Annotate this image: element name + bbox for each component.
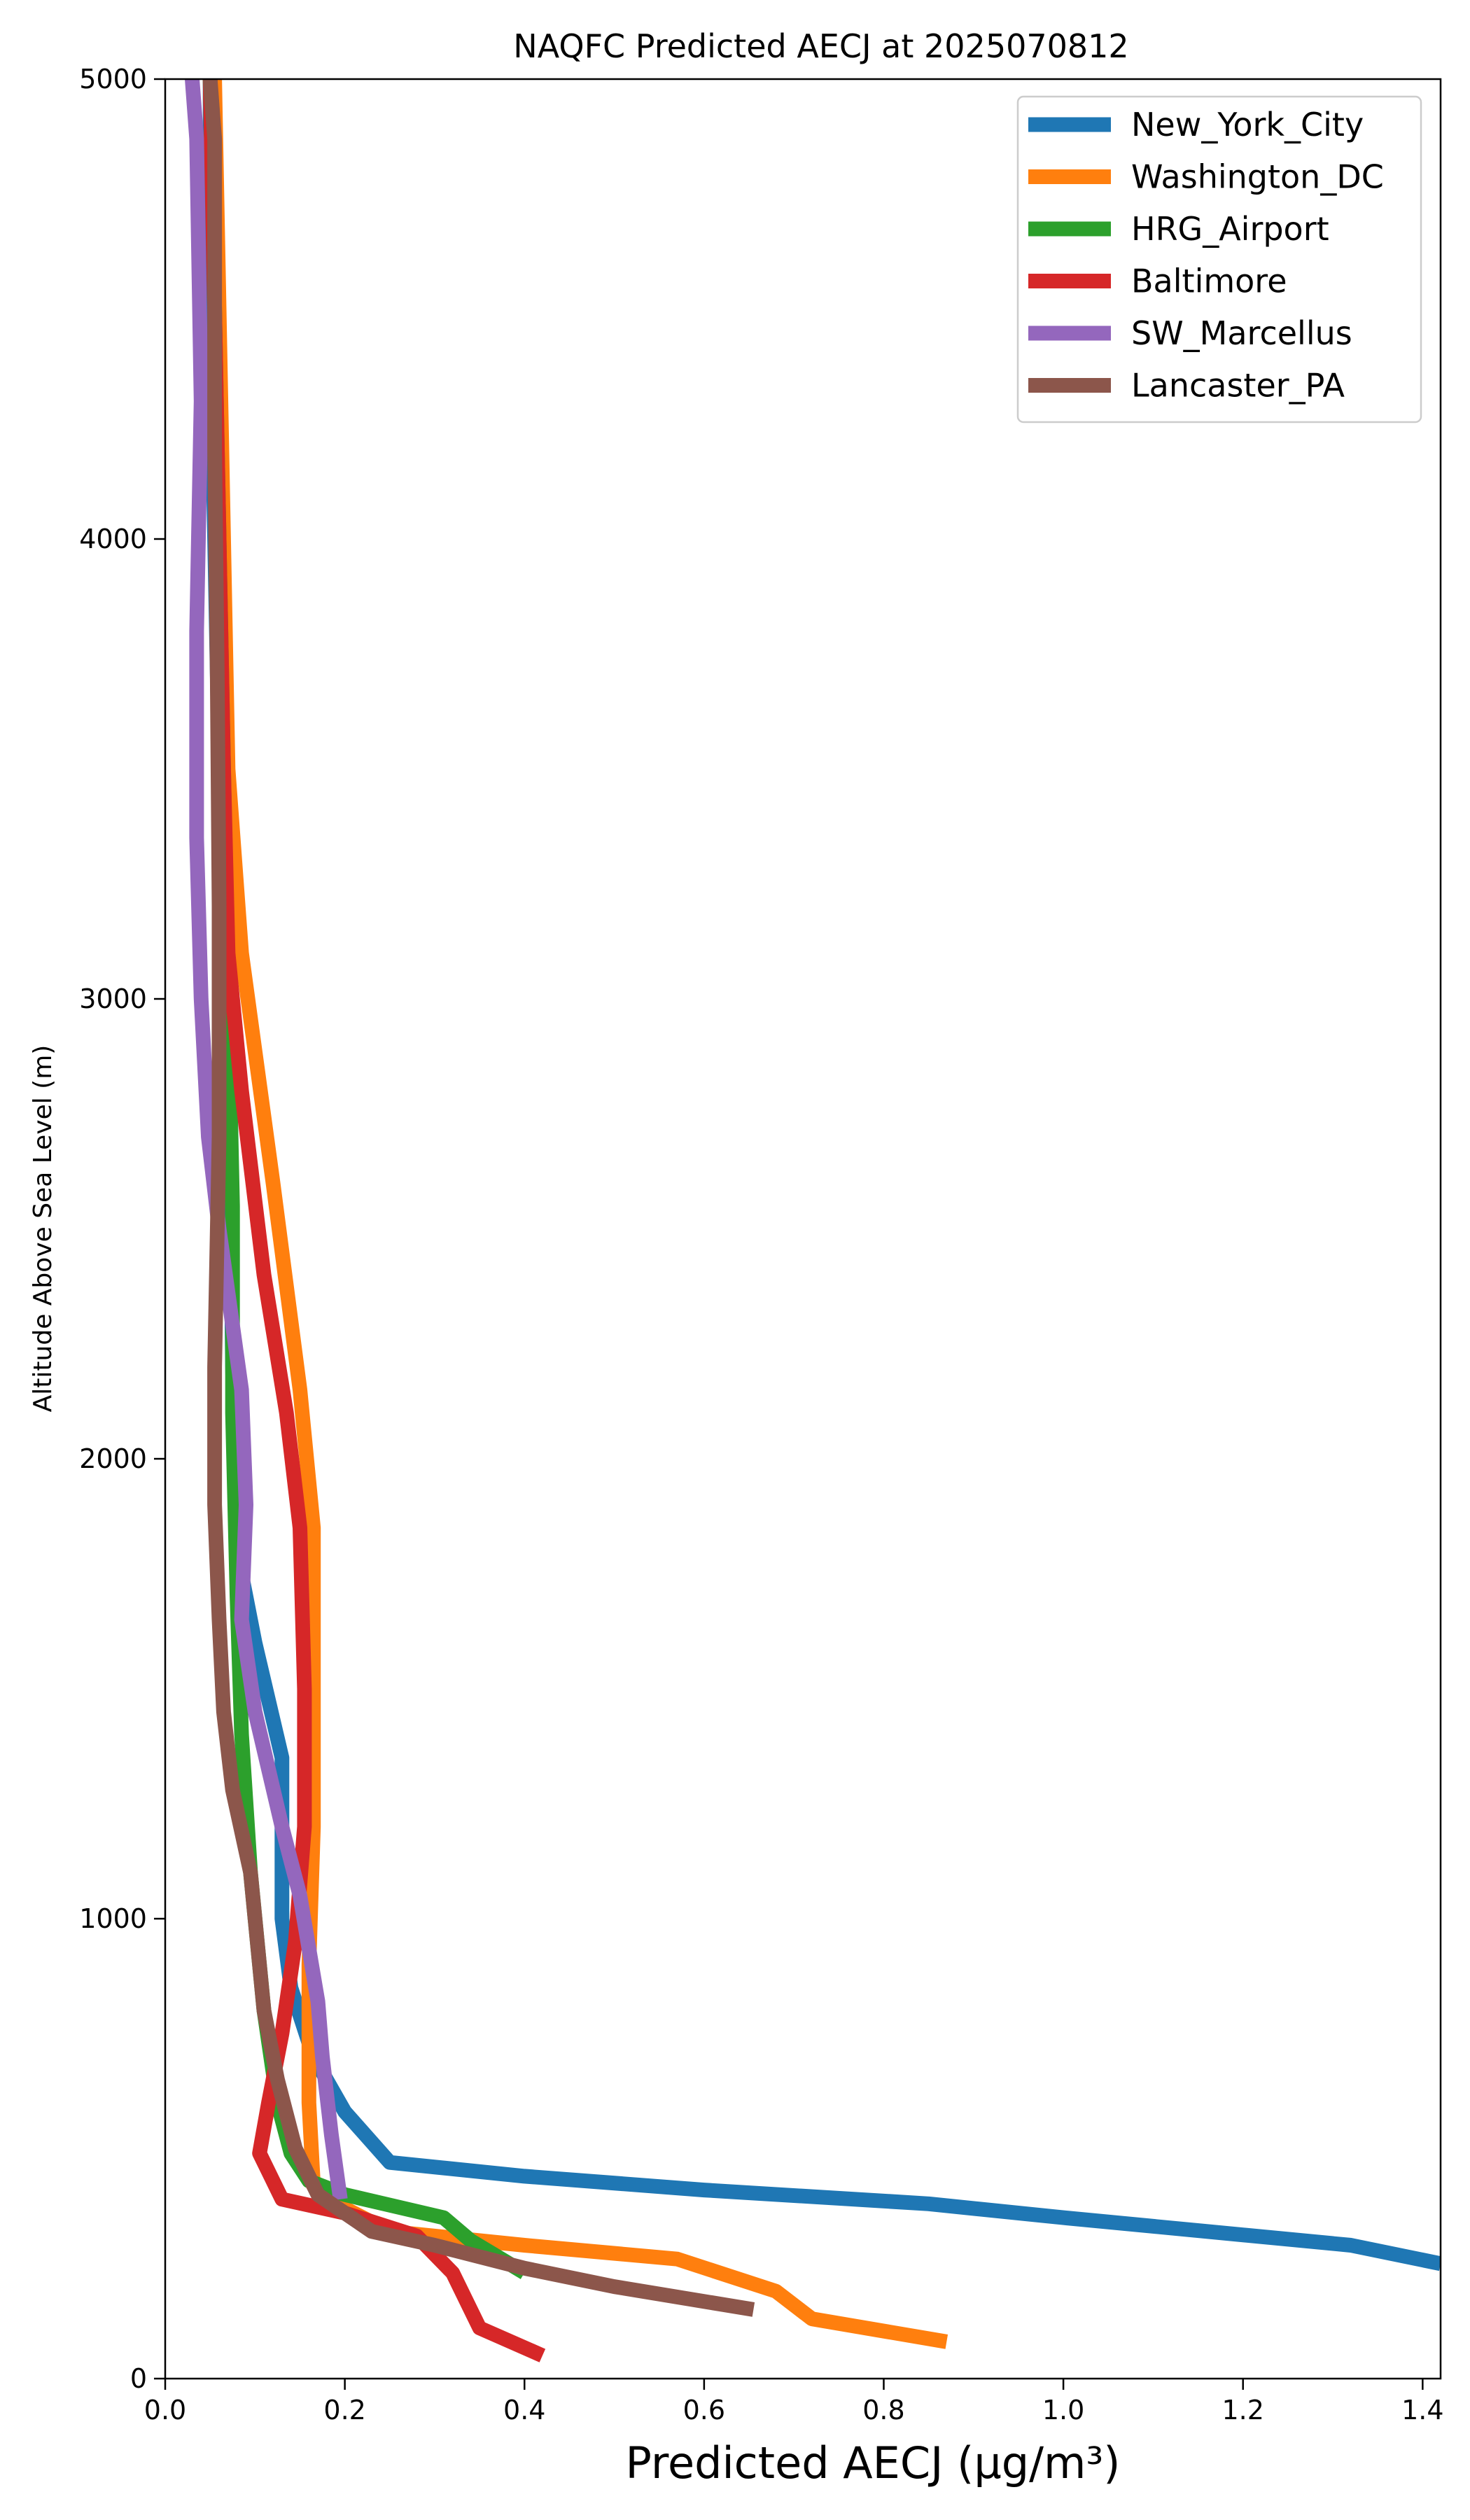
x-tick-label: 0.4 <box>503 2395 545 2426</box>
legend-label: Washington_DC <box>1131 158 1384 196</box>
y-tick-label: 4000 <box>79 524 147 554</box>
legend-label: Baltimore <box>1131 262 1287 300</box>
legend-label: Lancaster_PA <box>1131 367 1345 405</box>
x-tick-label: 1.4 <box>1401 2395 1443 2426</box>
chart-title: NAQFC Predicted AECJ at 2025070812 <box>513 27 1128 65</box>
legend-box <box>1016 95 1422 424</box>
y-tick-label: 1000 <box>79 1903 147 1934</box>
legend-label: New_York_City <box>1131 106 1364 144</box>
x-axis: 0.0 0.2 0.4 0.6 0.8 1.0 1.2 1.4 <box>144 2379 1444 2426</box>
legend-label: HRG_Airport <box>1131 210 1329 248</box>
x-tick-label: 0.6 <box>683 2395 725 2426</box>
y-tick-label: 0 <box>130 2363 147 2394</box>
x-tick-label: 0.2 <box>323 2395 365 2426</box>
y-tick-label: 5000 <box>79 64 147 94</box>
legend-label: SW_Marcellus <box>1131 314 1352 352</box>
y-axis: 0 1000 2000 3000 4000 5000 <box>79 64 165 2394</box>
series-line-lancaster-pa <box>202 79 755 2317</box>
y-axis-label: Altitude Above Sea Level (m) <box>29 1045 57 1413</box>
legend: New_York_City Washington_DC HRG_Airport Bal… <box>1016 95 1422 424</box>
x-tick-label: 0.8 <box>862 2395 904 2426</box>
y-tick-label: 2000 <box>79 1443 147 1474</box>
series-layer <box>185 79 1441 2362</box>
y-tick-label: 3000 <box>79 983 147 1014</box>
x-tick-label: 1.2 <box>1222 2395 1264 2426</box>
x-tick-label: 1.0 <box>1042 2395 1084 2426</box>
x-tick-label: 0.0 <box>144 2395 186 2426</box>
plot-frame <box>164 78 1442 2380</box>
x-axis-label: Predicted AECJ (μg/m³) <box>626 2437 1121 2488</box>
series-line-sw-marcellus <box>185 79 348 2201</box>
